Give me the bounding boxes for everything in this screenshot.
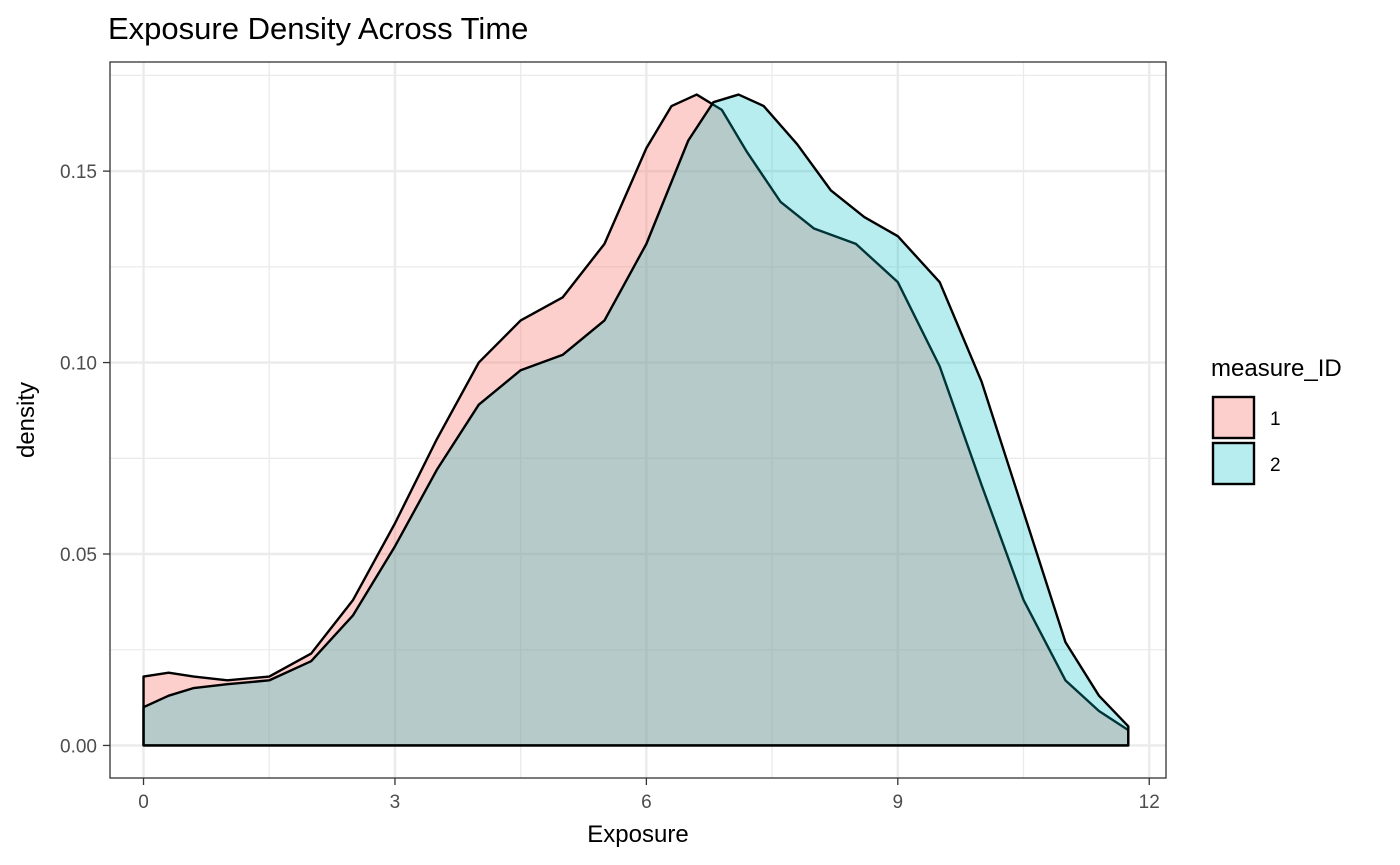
legend-swatch-1 — [1211, 395, 1256, 440]
y-tick-label: 0.05 — [60, 545, 97, 566]
plot-panel — [110, 62, 1166, 778]
y-tick-label: 0.10 — [60, 354, 97, 375]
y-axis-title: density — [13, 382, 40, 458]
x-tick-label: 9 — [893, 792, 904, 813]
chart-title: Exposure Density Across Time — [108, 11, 528, 46]
legend: measure_ID 1 2 — [1211, 355, 1342, 486]
x-tick-label: 0 — [138, 792, 149, 813]
y-tick-label: 0.00 — [60, 736, 97, 757]
plot-border — [109, 61, 1167, 779]
density-area-series-1 — [142, 93, 1130, 747]
legend-swatch-2 — [1211, 441, 1256, 486]
legend-title: measure_ID — [1211, 355, 1342, 382]
x-axis: 0 3 6 9 12 — [138, 778, 1160, 813]
x-tick-label: 12 — [1139, 792, 1160, 813]
density-area-series-2 — [142, 93, 1130, 747]
x-tick-label: 3 — [390, 792, 401, 813]
legend-label-1: 1 — [1270, 409, 1281, 430]
x-axis-title: Exposure — [587, 821, 688, 848]
legend-label-2: 2 — [1270, 455, 1281, 476]
y-tick-label: 0.15 — [60, 162, 97, 183]
x-tick-label: 6 — [641, 792, 652, 813]
y-axis: 0.00 0.05 0.10 0.15 — [60, 162, 110, 757]
legend-key-bg — [1213, 397, 1254, 438]
density-areas — [142, 93, 1130, 747]
legend-key-bg — [1213, 443, 1254, 484]
